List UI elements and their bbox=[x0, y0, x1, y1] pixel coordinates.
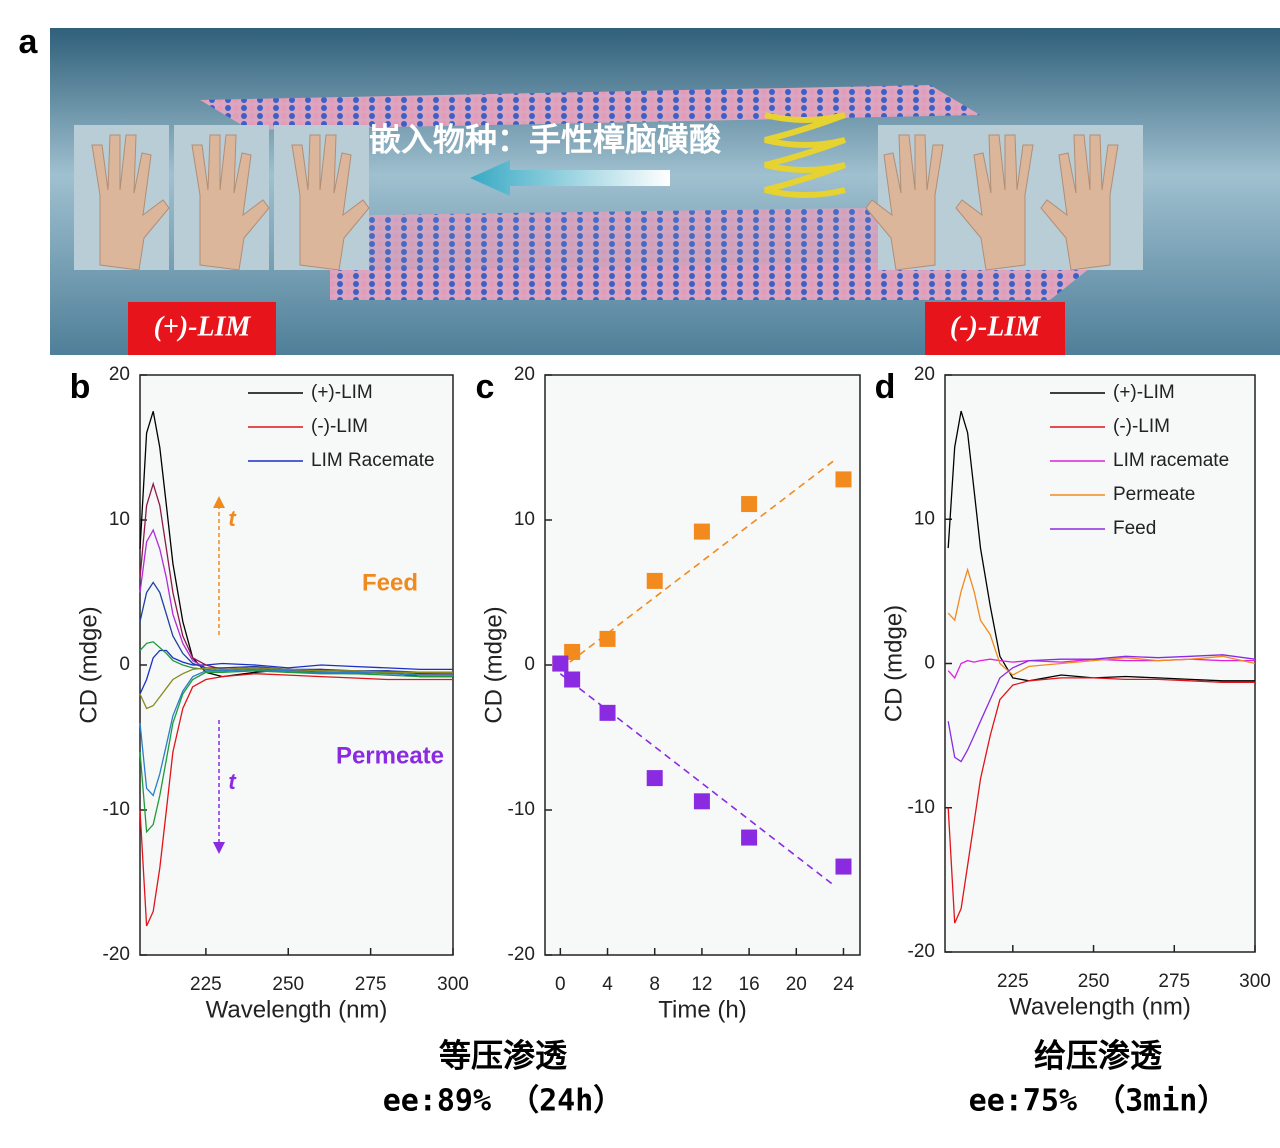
point bbox=[564, 671, 581, 688]
tag-box bbox=[925, 302, 1065, 355]
y-tick-label: -20 bbox=[103, 944, 130, 965]
hands-right bbox=[865, 125, 1143, 271]
hands-left bbox=[74, 125, 370, 271]
y-tick-label: 0 bbox=[924, 653, 935, 674]
x-tick-label: 24 bbox=[833, 974, 855, 995]
footer-subtitle: ee:89% （24h） bbox=[383, 1084, 624, 1119]
legend-label: (+)-LIM bbox=[1113, 382, 1175, 403]
point bbox=[599, 704, 616, 721]
annotation: Feed bbox=[362, 569, 418, 596]
panel-label: b bbox=[70, 368, 91, 406]
y-tick-label: -10 bbox=[508, 799, 535, 820]
point bbox=[741, 496, 758, 513]
fit-line bbox=[559, 673, 835, 887]
y-tick-label: -20 bbox=[508, 944, 535, 965]
caption: 嵌入物种：手性樟脑磺酸 bbox=[369, 121, 722, 157]
coil bbox=[764, 112, 847, 198]
point bbox=[835, 858, 852, 875]
y-tick-label: 20 bbox=[514, 364, 535, 385]
x-axis-label: Wavelength (nm) bbox=[206, 996, 388, 1023]
y-tick-label: 20 bbox=[109, 364, 130, 385]
y-tick-label: 20 bbox=[914, 364, 935, 385]
data-line bbox=[947, 567, 1256, 676]
y-tick-label: 10 bbox=[109, 509, 130, 530]
legend-label: (+)-LIM bbox=[311, 382, 373, 403]
y-tick-label: -10 bbox=[908, 797, 935, 818]
x-tick-label: 275 bbox=[1158, 971, 1190, 992]
data-line bbox=[947, 654, 1256, 763]
x-tick-label: 0 bbox=[555, 974, 566, 995]
chart: d -20 -10 0 10 20 225 250 275 300 Wavelength (nm) C… bbox=[875, 364, 1271, 1020]
point bbox=[741, 829, 758, 846]
legend-label: (-)-LIM bbox=[1113, 416, 1170, 437]
annotation: t bbox=[228, 769, 237, 794]
y-tick-label: 0 bbox=[524, 654, 535, 675]
plot-area bbox=[544, 374, 861, 956]
fit-line bbox=[559, 459, 835, 670]
legend-label: LIM racemate bbox=[1113, 450, 1229, 471]
legend-label: LIM Racemate bbox=[311, 450, 435, 471]
panel-label: a bbox=[19, 23, 39, 61]
y-tick-label: 0 bbox=[119, 654, 130, 675]
plot-area bbox=[944, 374, 1256, 953]
tag-box bbox=[128, 302, 276, 355]
x-tick-label: 8 bbox=[649, 974, 660, 995]
legend-label: Permeate bbox=[1113, 484, 1195, 505]
y-axis-label: CD (mdge) bbox=[880, 605, 907, 722]
y-tick-label: -10 bbox=[103, 799, 130, 820]
y-tick-label: -20 bbox=[908, 941, 935, 962]
x-tick-label: 20 bbox=[786, 974, 807, 995]
data-line bbox=[947, 410, 1255, 682]
illustration: 嵌入物种：手性樟脑磺酸 (+)-LIM (-)-LIM a bbox=[19, 23, 1280, 355]
panel-label: d bbox=[875, 368, 896, 406]
point bbox=[646, 770, 663, 787]
tag: (+)-LIM bbox=[154, 311, 252, 342]
point bbox=[552, 655, 569, 672]
annotation: t bbox=[228, 506, 237, 531]
annotation: Permeate bbox=[336, 742, 444, 769]
x-tick-label: 250 bbox=[1078, 971, 1110, 992]
x-tick-label: 300 bbox=[1239, 971, 1271, 992]
x-tick-label: 275 bbox=[355, 974, 387, 995]
chart: b -20 -10 0 10 20 225 250 275 300 Wavelength (nm) C… bbox=[70, 364, 469, 1023]
data-line bbox=[947, 677, 1255, 924]
data-line bbox=[139, 667, 453, 710]
arrow bbox=[470, 160, 670, 196]
arrowhead bbox=[213, 842, 225, 854]
arrowhead bbox=[213, 496, 225, 508]
x-tick-label: 4 bbox=[602, 974, 613, 995]
x-tick-label: 225 bbox=[190, 974, 222, 995]
data-line bbox=[139, 670, 453, 834]
data-line bbox=[139, 673, 453, 927]
point bbox=[693, 793, 710, 810]
x-tick-label: 225 bbox=[997, 971, 1029, 992]
x-tick-label: 12 bbox=[691, 974, 712, 995]
y-tick-label: 10 bbox=[914, 508, 935, 529]
x-tick-label: 250 bbox=[272, 974, 304, 995]
point bbox=[693, 523, 710, 540]
footer-title: 等压渗透 bbox=[439, 1037, 567, 1073]
chart: c -20 -10 0 10 20 0 4 8 12 16 20 24 Time (h) CD (mdge) bbox=[476, 364, 861, 1023]
point bbox=[835, 471, 852, 488]
data-line bbox=[139, 668, 453, 797]
footer-title: 给压渗透 bbox=[1034, 1037, 1162, 1073]
y-axis-label: CD (mdge) bbox=[75, 606, 102, 723]
panel-label: c bbox=[476, 368, 495, 406]
tag: (-)-LIM bbox=[950, 311, 1041, 342]
point bbox=[646, 572, 663, 589]
x-axis-label: Wavelength (nm) bbox=[1009, 993, 1191, 1020]
footer-subtitle: ee:75% （3min） bbox=[969, 1084, 1228, 1119]
point bbox=[599, 630, 616, 647]
x-tick-label: 16 bbox=[739, 974, 760, 995]
x-axis-label: Time (h) bbox=[658, 996, 746, 1023]
legend-label: (-)-LIM bbox=[311, 416, 368, 437]
x-tick-label: 300 bbox=[437, 974, 469, 995]
y-axis-label: CD (mdge) bbox=[480, 606, 507, 723]
y-tick-label: 10 bbox=[514, 509, 535, 530]
legend-label: Feed bbox=[1113, 518, 1156, 539]
